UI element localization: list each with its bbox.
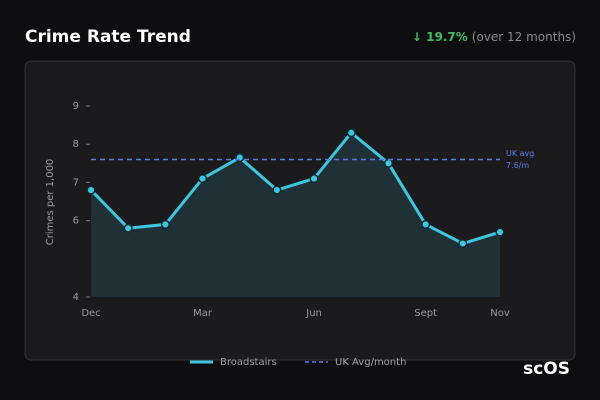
line xyxy=(89,131,501,246)
x-tick-label: Sept xyxy=(414,308,437,319)
legend-label: UK Avg/month xyxy=(335,357,406,368)
legend-label: Broadstairs xyxy=(220,357,277,368)
x-tick-label: Jun xyxy=(305,308,322,319)
point xyxy=(197,174,208,184)
y-tick-label: 8 xyxy=(73,139,79,150)
reference-annotation: 7.6/m xyxy=(506,161,529,170)
point xyxy=(123,223,133,233)
change-value: ↓ 19.7% xyxy=(412,30,468,44)
y-tick-label: 4 xyxy=(73,292,79,303)
reference-annotation: UK avg xyxy=(506,149,534,158)
point xyxy=(86,185,96,195)
point xyxy=(383,158,394,168)
point xyxy=(458,238,468,249)
x-tick-label: Dec xyxy=(81,308,100,319)
x-tick-label: Mar xyxy=(193,308,213,319)
point xyxy=(235,153,245,163)
y-tick-label: 6 xyxy=(73,216,79,227)
y-tick-label: 9 xyxy=(73,101,79,112)
point xyxy=(346,128,356,138)
point xyxy=(495,227,505,237)
chart-panel xyxy=(24,60,576,361)
point xyxy=(421,219,431,229)
change-note: (over 12 months) xyxy=(472,30,576,44)
point xyxy=(272,185,282,195)
y-tick-label: 7 xyxy=(73,177,79,188)
chart-title: Crime Rate Trend xyxy=(25,27,191,47)
point xyxy=(309,174,319,184)
point xyxy=(160,219,170,229)
logo: scOS xyxy=(523,359,570,379)
y-axis-label: Crimes per 1,000 xyxy=(45,159,56,246)
area xyxy=(91,132,500,297)
change-summary: ↓ 19.7% (over 12 months) xyxy=(412,30,576,44)
x-tick-label: Nov xyxy=(490,308,510,319)
